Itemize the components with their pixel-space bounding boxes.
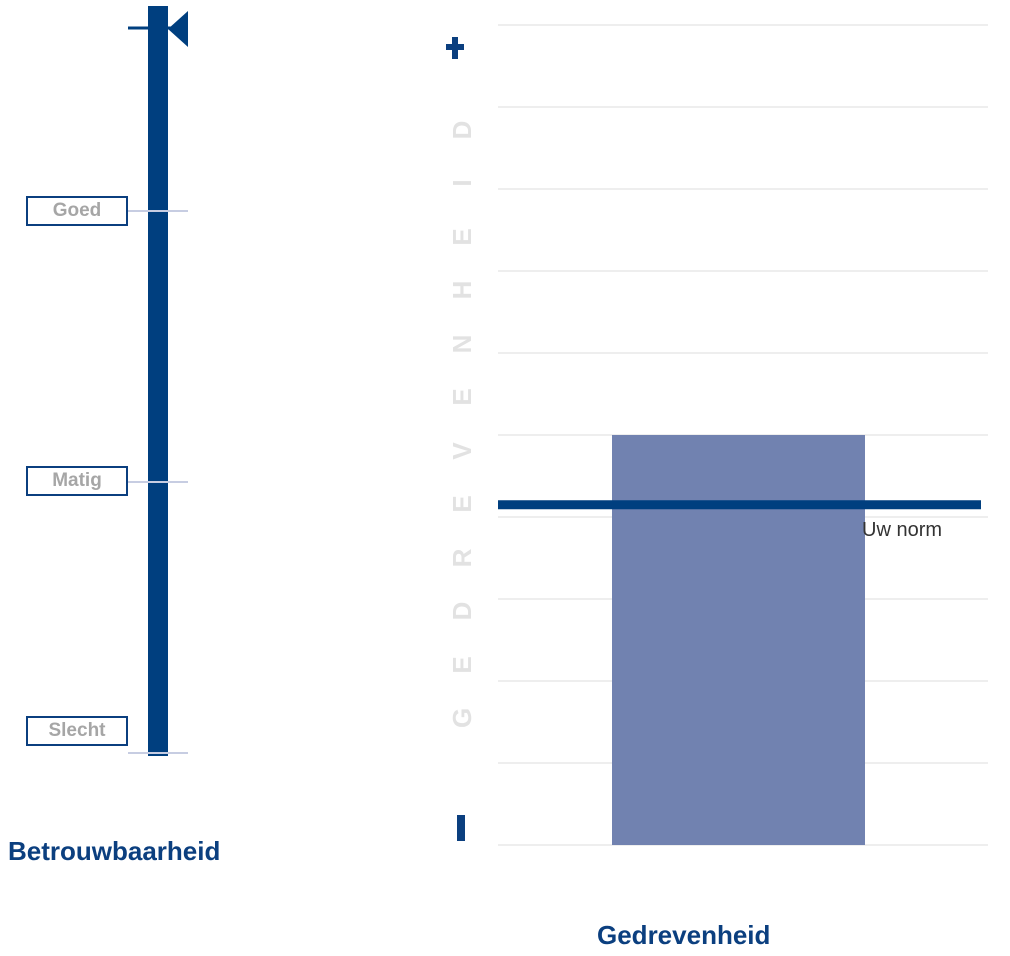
norm-label: Uw norm — [862, 518, 943, 541]
gauge-title: Betrouwbaarheid — [8, 836, 221, 866]
level-label-slecht: Slecht — [26, 716, 128, 746]
gauge-value-marker — [128, 11, 188, 47]
bar-chart — [446, 24, 988, 846]
y-axis-label-letter: V — [447, 441, 477, 460]
y-axis-label-letter: E — [447, 388, 477, 406]
y-axis-label-letter: D — [447, 601, 477, 621]
y-axis-label-letter: H — [447, 280, 477, 300]
gauge-fill — [148, 6, 168, 756]
y-axis-label-letter: E — [447, 655, 477, 674]
level-label-matig: Matig — [26, 466, 128, 496]
level-label-goed: Goed — [26, 196, 128, 226]
y-axis-label-letter: N — [447, 334, 477, 353]
reliability-gauge — [128, 6, 188, 756]
bar-gedrevenheid — [612, 435, 865, 845]
y-axis-label-letter: E — [447, 227, 477, 246]
minus-icon — [457, 815, 465, 841]
y-axis-label-letter: G — [447, 707, 477, 728]
y-axis-label-letter: I — [447, 179, 477, 187]
y-axis-label-letter: E — [447, 495, 477, 513]
plus-icon — [446, 37, 464, 59]
y-axis-label-letter: D — [447, 120, 477, 139]
y-axis-label-letter: R — [447, 548, 477, 567]
chart-title: Gedrevenheid — [597, 920, 771, 950]
